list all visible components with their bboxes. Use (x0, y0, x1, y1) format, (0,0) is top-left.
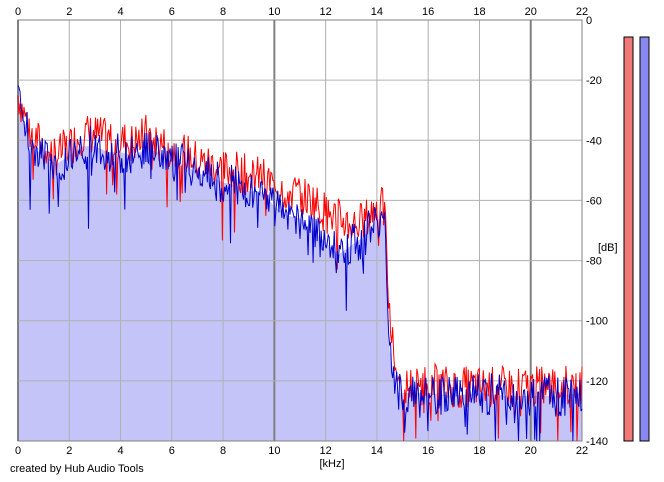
series-line-1 (17, 95, 583, 442)
x-axis-label: [kHz] (319, 458, 344, 470)
level-meter-left (623, 36, 634, 442)
x-tick-label-bottom: 0 (15, 445, 21, 457)
y-ticks: 0 -20 -40 -60 -80 -100 -120 -140 (586, 15, 608, 448)
x-tick-label-top: 18 (473, 6, 485, 18)
y-tick-label: -100 (586, 316, 608, 328)
x-tick-label-bottom: 20 (525, 445, 537, 457)
plot-frame (17, 19, 583, 442)
x-tick-label-bottom: 2 (66, 445, 72, 457)
x-tick-label-top: 16 (422, 6, 434, 18)
y-tick-label: -40 (586, 135, 602, 147)
x-tick-label-top: 22 (576, 6, 588, 18)
level-meter-right (639, 36, 650, 442)
level-meters (623, 36, 650, 442)
series-line-2 (17, 85, 583, 442)
x-tick-label-top: 20 (525, 6, 537, 18)
x-tick-label-bottom: 12 (320, 445, 332, 457)
y-tick-label: -20 (586, 75, 602, 87)
x-tick-label-bottom: 10 (268, 445, 280, 457)
y-tick-label: -80 (586, 256, 602, 268)
x-tick-label-bottom: 22 (576, 445, 588, 457)
series-lines (17, 85, 583, 442)
spectrum-area (18, 95, 582, 441)
x-tick-label-top: 14 (371, 6, 383, 18)
x-tick-label-top: 12 (320, 6, 332, 18)
x-tick-label-top: 10 (268, 6, 280, 18)
x-tick-label-bottom: 16 (422, 445, 434, 457)
x-tick-label-top: 6 (169, 6, 175, 18)
grid (17, 19, 583, 442)
x-tick-label-top: 0 (15, 6, 21, 18)
y-tick-label: 0 (586, 15, 592, 27)
x-tick-label-bottom: 14 (371, 445, 383, 457)
x-tick-label-top: 2 (66, 6, 72, 18)
x-tick-label-bottom: 18 (473, 445, 485, 457)
x-tick-label-top: 8 (220, 6, 226, 18)
spectrum-fill (18, 95, 582, 441)
x-tick-label-bottom: 6 (169, 445, 175, 457)
x-tick-label-bottom: 4 (117, 445, 123, 457)
x-ticks-bottom: 0 2 4 6 8 10 12 14 16 18 20 22 (15, 445, 588, 457)
y-axis-label: [dB] (598, 242, 618, 254)
credit-text: created by Hub Audio Tools (10, 463, 144, 475)
x-tick-label-bottom: 8 (220, 445, 226, 457)
x-tick-label-top: 4 (117, 6, 123, 18)
y-tick-label: -60 (586, 195, 602, 207)
x-ticks-top: 0 2 4 6 8 10 12 14 16 18 20 22 (15, 6, 588, 18)
y-tick-label: -120 (586, 376, 608, 388)
y-tick-label: -140 (586, 436, 608, 448)
